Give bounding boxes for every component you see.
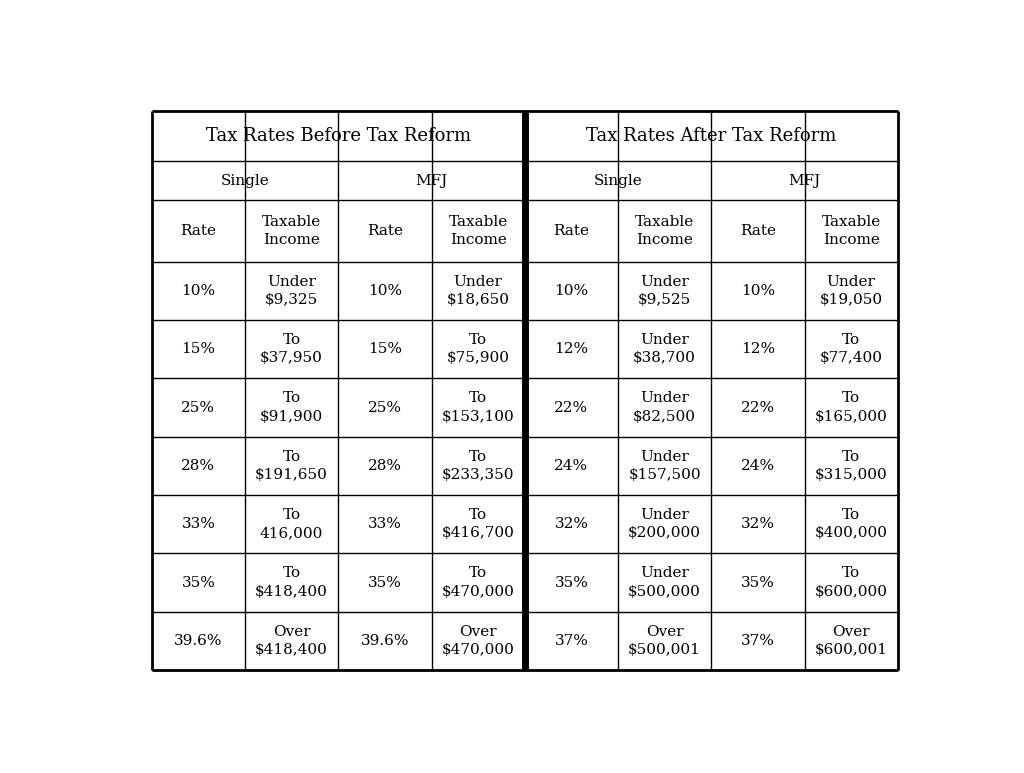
Text: 35%: 35% (741, 576, 775, 590)
Text: 10%: 10% (181, 284, 215, 298)
Text: Rate: Rate (180, 224, 216, 238)
Text: Under
$19,050: Under $19,050 (819, 274, 883, 307)
Text: Taxable
Income: Taxable Income (635, 215, 694, 247)
Text: MFJ: MFJ (416, 174, 447, 188)
Text: Under
$18,650: Under $18,650 (446, 274, 510, 307)
Text: 24%: 24% (554, 459, 589, 473)
Text: Single: Single (221, 174, 269, 188)
Text: 25%: 25% (368, 400, 402, 414)
Text: MFJ: MFJ (788, 174, 820, 188)
Text: 33%: 33% (181, 517, 215, 531)
Text: 10%: 10% (368, 284, 402, 298)
Text: Tax Rates Before Tax Reform: Tax Rates Before Tax Reform (206, 127, 471, 145)
Text: To
$470,000: To $470,000 (441, 567, 515, 599)
Text: 15%: 15% (368, 342, 402, 356)
Text: Rate: Rate (367, 224, 402, 238)
Text: Over
$600,001: Over $600,001 (815, 625, 888, 657)
Text: Under
$200,000: Under $200,000 (628, 508, 701, 540)
Text: To
$400,000: To $400,000 (815, 508, 888, 540)
Text: To
416,000: To 416,000 (260, 508, 324, 540)
Text: 35%: 35% (368, 576, 401, 590)
Text: Under
$9,525: Under $9,525 (638, 274, 691, 307)
Text: Under
$9,325: Under $9,325 (265, 274, 318, 307)
Text: 10%: 10% (740, 284, 775, 298)
Text: 22%: 22% (554, 400, 589, 414)
Text: 24%: 24% (740, 459, 775, 473)
Text: Over
$418,400: Over $418,400 (255, 625, 328, 657)
Text: Single: Single (594, 174, 642, 188)
Text: 32%: 32% (741, 517, 775, 531)
Text: To
$75,900: To $75,900 (446, 333, 510, 366)
Text: 37%: 37% (741, 634, 775, 648)
Text: Rate: Rate (740, 224, 776, 238)
Text: 37%: 37% (554, 634, 589, 648)
Text: 12%: 12% (554, 342, 589, 356)
Text: Over
$470,000: Over $470,000 (441, 625, 515, 657)
Text: Tax Rates After Tax Reform: Tax Rates After Tax Reform (586, 127, 837, 145)
Text: 32%: 32% (554, 517, 589, 531)
Text: 15%: 15% (181, 342, 215, 356)
Text: 28%: 28% (181, 459, 215, 473)
Text: 10%: 10% (554, 284, 589, 298)
Text: To
$315,000: To $315,000 (815, 450, 888, 482)
Text: To
$37,950: To $37,950 (260, 333, 324, 366)
Text: Under
$500,000: Under $500,000 (629, 567, 701, 599)
Text: 39.6%: 39.6% (174, 634, 222, 648)
Text: Over
$500,001: Over $500,001 (629, 625, 701, 657)
Text: 35%: 35% (181, 576, 215, 590)
Text: 25%: 25% (181, 400, 215, 414)
Text: To
$91,900: To $91,900 (260, 391, 324, 424)
Text: 35%: 35% (554, 576, 589, 590)
Text: 33%: 33% (368, 517, 401, 531)
Text: Under
$38,700: Under $38,700 (633, 333, 696, 366)
Text: To
$600,000: To $600,000 (815, 567, 888, 599)
Text: To
$233,350: To $233,350 (442, 450, 514, 482)
Text: 28%: 28% (368, 459, 402, 473)
Text: To
$77,400: To $77,400 (819, 333, 883, 366)
Text: Rate: Rate (553, 224, 590, 238)
Text: To
$191,650: To $191,650 (255, 450, 328, 482)
Text: To
$153,100: To $153,100 (441, 391, 514, 424)
Text: Taxable
Income: Taxable Income (821, 215, 881, 247)
Text: Under
$82,500: Under $82,500 (633, 391, 696, 424)
Text: To
$416,700: To $416,700 (441, 508, 515, 540)
Text: To
$418,400: To $418,400 (255, 567, 328, 599)
Text: Taxable
Income: Taxable Income (262, 215, 322, 247)
Text: 22%: 22% (740, 400, 775, 414)
Text: 12%: 12% (740, 342, 775, 356)
Text: To
$165,000: To $165,000 (815, 391, 888, 424)
Text: Taxable
Income: Taxable Income (449, 215, 508, 247)
Text: 39.6%: 39.6% (360, 634, 410, 648)
Text: Under
$157,500: Under $157,500 (629, 450, 701, 482)
